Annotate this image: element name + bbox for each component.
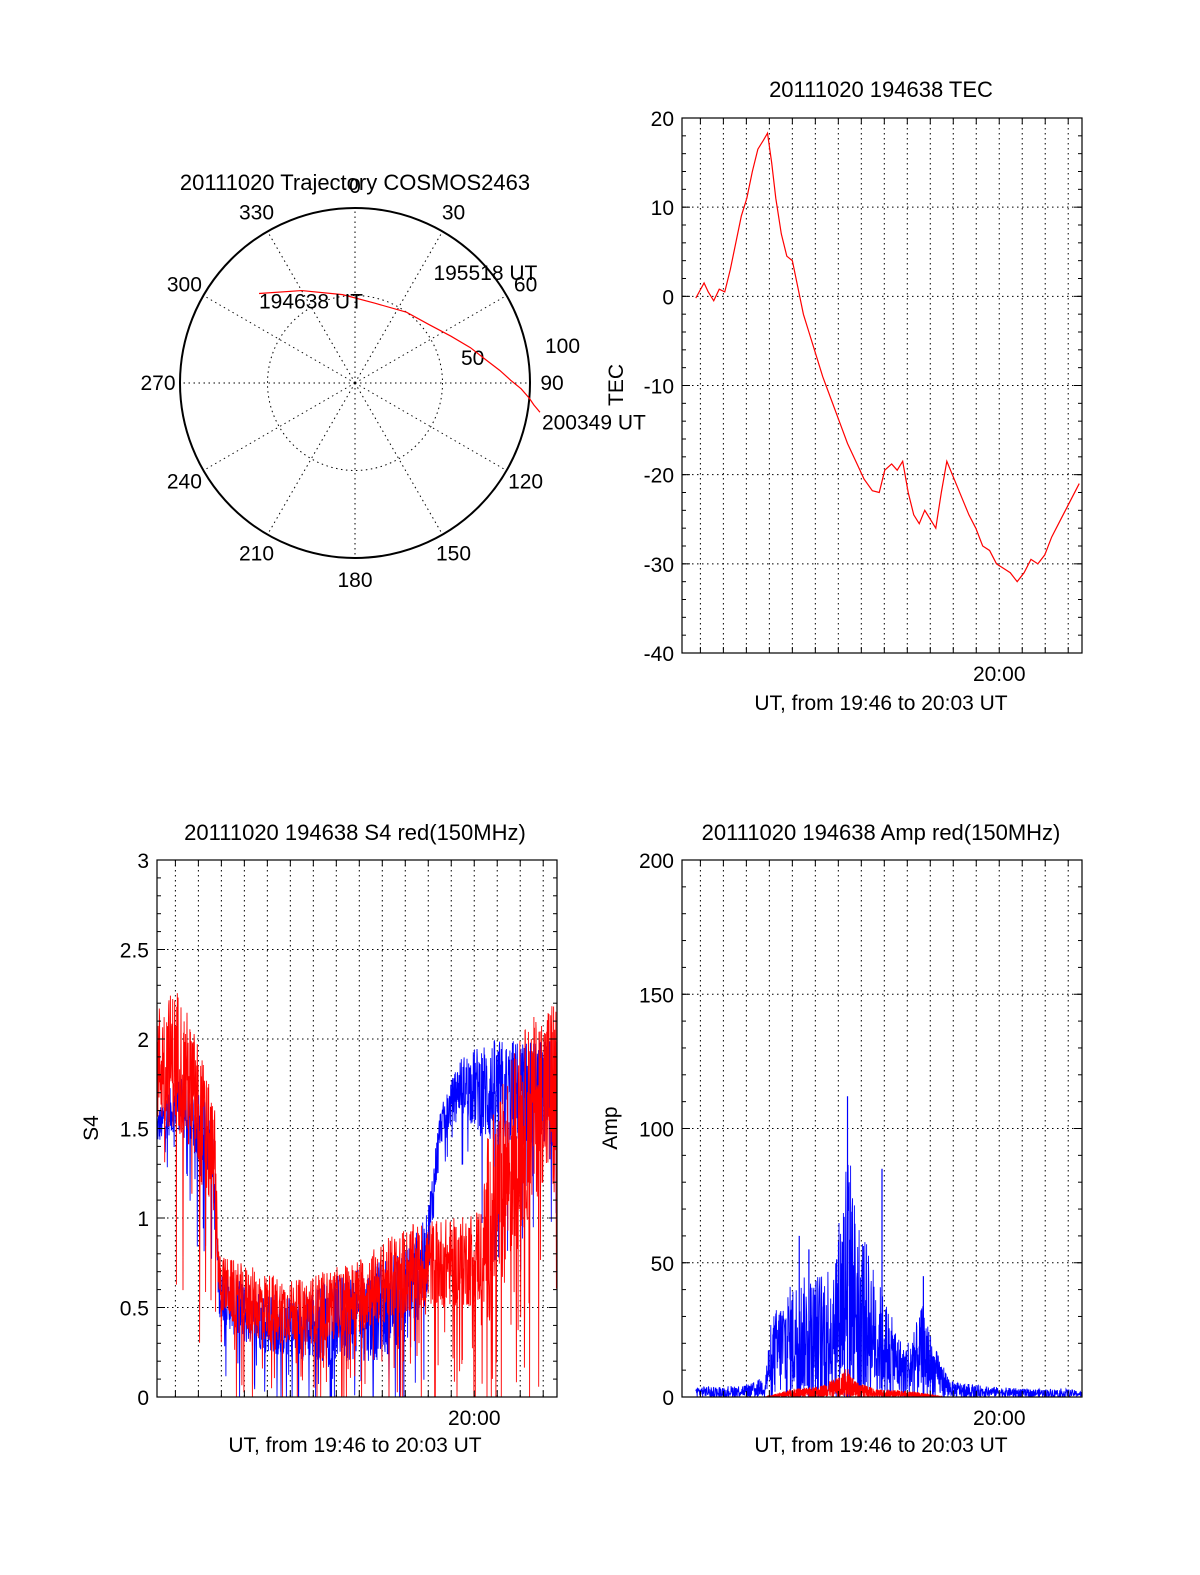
y-tick-label: -10 bbox=[644, 376, 674, 399]
trajectory-line bbox=[258, 289, 541, 413]
y-tick-label: 0 bbox=[137, 1387, 149, 1410]
polar-outer-circle bbox=[179, 207, 531, 559]
polar-spoke bbox=[267, 382, 356, 535]
trajectory-time-label: 200349 UT bbox=[542, 411, 646, 434]
polar-angle-labels: 0 30 60 90 120 150 180 210 240 270 300 330 bbox=[140, 175, 563, 592]
polar-radius-labels: 50 100 bbox=[461, 335, 580, 370]
polar-radius-label: 50 bbox=[461, 347, 484, 370]
y-tick-label: 1 bbox=[137, 1208, 149, 1231]
y-tick-label: 1.5 bbox=[120, 1119, 149, 1142]
series-group bbox=[695, 1096, 1082, 1397]
tec-ylabel: TEC bbox=[605, 364, 628, 406]
amp-xlabel: UT, from 19:46 to 20:03 UT bbox=[754, 1434, 1007, 1457]
data-line bbox=[695, 1164, 1082, 1397]
polar-angle-label: 270 bbox=[140, 372, 175, 395]
y-tick-label: 0.5 bbox=[120, 1298, 149, 1321]
polar-spoke bbox=[203, 295, 356, 384]
amp-ylabel: Amp bbox=[599, 1106, 622, 1149]
polar-angle-label: 0 bbox=[349, 175, 361, 198]
series-group bbox=[157, 993, 557, 1397]
y-tick-label: 10 bbox=[651, 197, 674, 220]
trajectory-title: 20111020 Trajectory COSMOS2463 bbox=[180, 170, 530, 195]
tec-series bbox=[695, 131, 1080, 583]
polar-angle-label: 90 bbox=[540, 372, 563, 395]
trajectory-track: 194638 UT 195518 UT 200349 UT bbox=[258, 262, 646, 434]
series-group bbox=[695, 131, 1080, 583]
tec-ticks: 20 10 0 -10 -20 -30 -40 20:00 bbox=[644, 108, 1083, 686]
y-tick-label: -40 bbox=[644, 643, 674, 666]
plot-frame bbox=[681, 859, 1083, 1398]
polar-grid bbox=[179, 207, 531, 559]
polar-angle-label: 300 bbox=[167, 274, 202, 297]
y-tick-label: 100 bbox=[639, 1119, 674, 1142]
polar-angle-label: 30 bbox=[442, 201, 465, 224]
polar-inner-circle bbox=[267, 295, 443, 471]
y-tick-label: 3 bbox=[137, 850, 149, 873]
x-tick-label: 20:00 bbox=[448, 1407, 501, 1430]
y-tick-label: -20 bbox=[644, 465, 674, 488]
polar-angle-label: 60 bbox=[514, 274, 537, 297]
tec-grid bbox=[682, 118, 1082, 653]
data-line bbox=[157, 993, 557, 1397]
tec-panel: 20111020 194638 TEC 20 10 0 -10 -20 -30 -40 20:… bbox=[605, 77, 1083, 715]
y-tick-label: 2 bbox=[137, 1029, 149, 1052]
polar-angle-label: 330 bbox=[239, 201, 274, 224]
y-tick-label: -30 bbox=[644, 554, 674, 577]
x-tick-label: 20:00 bbox=[973, 663, 1026, 686]
polar-spoke bbox=[203, 382, 356, 471]
plot-frame bbox=[681, 117, 1083, 654]
polar-angle-label: 120 bbox=[508, 471, 543, 494]
plot-frame bbox=[156, 859, 558, 1398]
s4-ticks: 3 2.5 2 1.5 1 0.5 0 20:00 bbox=[120, 850, 558, 1430]
s4-panel: 20111020 194638 S4 red(150MHz) 3 2.5 2 1.5 1… bbox=[80, 820, 558, 1457]
polar-angle-label: 180 bbox=[337, 569, 372, 592]
data-line bbox=[764, 1369, 945, 1397]
s4-series bbox=[157, 993, 557, 1397]
y-tick-label: 20 bbox=[651, 108, 674, 131]
amp-ticks: 200 150 100 50 0 20:00 bbox=[639, 850, 1083, 1430]
y-tick-label: 200 bbox=[639, 850, 674, 873]
polar-angle-label: 150 bbox=[436, 543, 471, 566]
s4-title: 20111020 194638 S4 red(150MHz) bbox=[184, 820, 526, 845]
tec-title: 20111020 194638 TEC bbox=[769, 77, 993, 102]
data-line bbox=[695, 131, 1080, 583]
trajectory-time-label: 194638 UT bbox=[259, 290, 363, 313]
amp-series bbox=[695, 1096, 1082, 1397]
polar-angle-label: 210 bbox=[239, 543, 274, 566]
y-tick-label: 0 bbox=[662, 1387, 674, 1410]
polar-spoke bbox=[354, 231, 443, 384]
trajectory-panel: 20111020 Trajectory COSMOS2463 0 30 60 90 12… bbox=[140, 170, 646, 592]
x-tick-label: 20:00 bbox=[973, 1407, 1026, 1430]
y-tick-label: 50 bbox=[651, 1253, 674, 1276]
polar-spoke bbox=[267, 231, 356, 384]
y-tick-label: 0 bbox=[662, 286, 674, 309]
polar-radius-label: 100 bbox=[545, 335, 580, 358]
s4-ylabel: S4 bbox=[80, 1115, 103, 1141]
y-tick-label: 2.5 bbox=[120, 940, 149, 963]
polar-spoke bbox=[354, 382, 507, 471]
polar-angle-label: 240 bbox=[167, 471, 202, 494]
tec-xlabel: UT, from 19:46 to 20:03 UT bbox=[754, 692, 1007, 715]
amp-title: 20111020 194638 Amp red(150MHz) bbox=[702, 820, 1061, 845]
amp-panel: 20111020 194638 Amp red(150MHz) 200 150 10… bbox=[599, 820, 1083, 1457]
s4-xlabel: UT, from 19:46 to 20:03 UT bbox=[228, 1434, 481, 1457]
polar-spoke bbox=[354, 295, 507, 384]
y-tick-label: 150 bbox=[639, 984, 674, 1007]
polar-spoke bbox=[354, 382, 443, 535]
trajectory-time-label: 195518 UT bbox=[433, 262, 537, 285]
